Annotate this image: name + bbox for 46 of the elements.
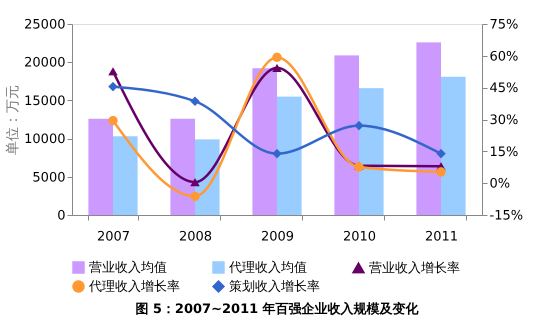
legend-label: 代理收入增长率 [88, 278, 180, 294]
x-tick-label: 2008 [178, 230, 212, 244]
bar [88, 118, 113, 215]
y2-tick-label: 60% [490, 49, 518, 64]
y-tick-label: 10000 [24, 132, 66, 148]
x-tick-label: 2007 [96, 230, 130, 244]
bar [277, 96, 302, 215]
y2-tick-label: 30% [490, 113, 518, 128]
y2-tick-label: 75% [490, 18, 518, 32]
point [272, 148, 282, 158]
bar [359, 88, 384, 215]
y2-tick-label: 45% [490, 81, 518, 96]
y2-tick-label: 0% [490, 176, 510, 192]
point [436, 148, 446, 158]
point [272, 64, 282, 72]
legend-label: 营业收入增长率 [369, 260, 460, 276]
y2-tick-label: -15% [490, 208, 524, 224]
y-tick-label: 0 [57, 208, 66, 224]
legend-label: 营业收入均值 [89, 260, 167, 276]
text: 图 5：2007~2011 年百强企业收入规模及变化 [135, 301, 420, 317]
x-tick-label: 2011 [424, 230, 458, 244]
bar [113, 136, 138, 215]
point [436, 167, 446, 177]
y-axis-title: 单位：万元 [5, 85, 22, 155]
legend-label: 代理收入均值 [228, 260, 307, 276]
x-tick-label: 2009 [260, 230, 294, 244]
bar [170, 118, 195, 215]
y-tick-label: 5000 [32, 170, 66, 186]
point [190, 178, 200, 186]
bar [441, 76, 466, 215]
point [190, 192, 200, 202]
y-tick-label: 15000 [24, 94, 66, 109]
x-tick-label: 2010 [342, 230, 376, 244]
point [108, 116, 118, 126]
legend-label: 策划收入增长率 [229, 278, 320, 294]
point [272, 52, 282, 62]
point [354, 120, 364, 130]
point [190, 96, 200, 106]
point [108, 82, 118, 92]
y-tick-label: 20000 [24, 56, 66, 71]
bar [252, 68, 277, 215]
point [108, 67, 118, 76]
bar [416, 42, 441, 215]
bar [334, 55, 359, 215]
y2-tick-label: 15% [490, 144, 518, 160]
y-tick-label: 25000 [24, 18, 66, 32]
